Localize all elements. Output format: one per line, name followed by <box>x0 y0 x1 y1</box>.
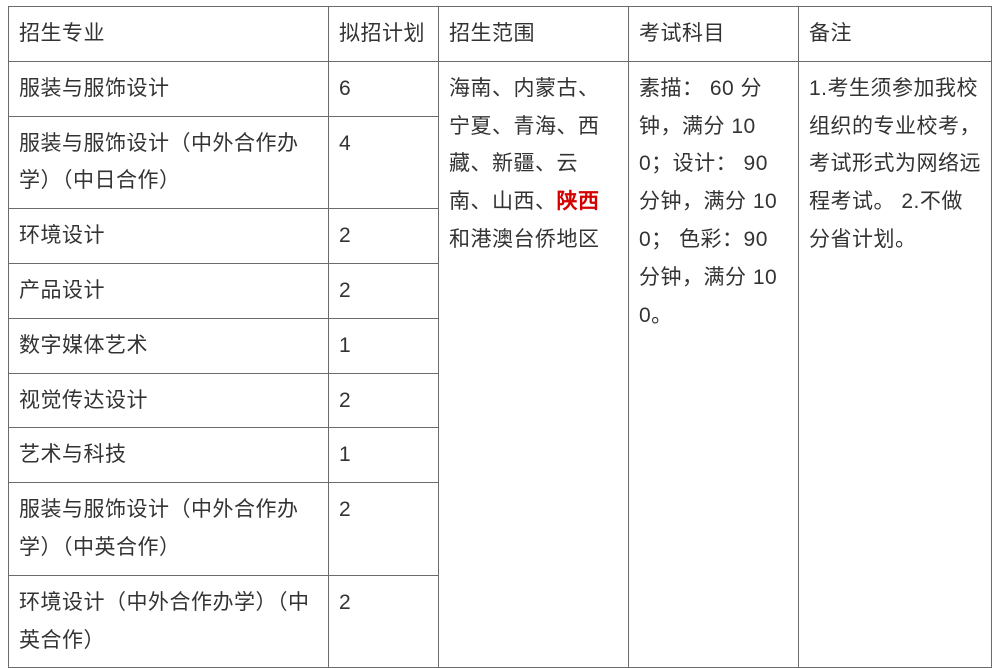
scope-text-post: 和港澳台侨地区 <box>449 228 600 251</box>
cell-plan: 2 <box>329 263 439 318</box>
cell-plan: 4 <box>329 116 439 209</box>
table-header-row: 招生专业 拟招计划 招生范围 考试科目 备注 <box>9 7 992 62</box>
header-major: 招生专业 <box>9 7 329 62</box>
cell-plan: 2 <box>329 483 439 576</box>
cell-exam: 素描： 60 分钟，满分 100；设计： 90 分钟，满分 100； 色彩：90… <box>629 61 799 668</box>
cell-scope: 海南、内蒙古、宁夏、青海、西藏、新疆、云南、山西、陕西和港澳台侨地区 <box>439 61 629 668</box>
cell-plan: 1 <box>329 318 439 373</box>
cell-major: 服装与服饰设计 <box>9 61 329 116</box>
cell-major: 环境设计 <box>9 209 329 264</box>
cell-major: 艺术与科技 <box>9 428 329 483</box>
page-root: 招生专业 拟招计划 招生范围 考试科目 备注 服装与服饰设计 6 海南、内蒙古、… <box>0 0 1000 654</box>
cell-major: 视觉传达设计 <box>9 373 329 428</box>
cell-major: 服装与服饰设计（中外合作办学）（中日合作） <box>9 116 329 209</box>
header-exam: 考试科目 <box>629 7 799 62</box>
cell-major: 服装与服饰设计（中外合作办学）（中英合作） <box>9 483 329 576</box>
header-note: 备注 <box>799 7 992 62</box>
cell-plan: 2 <box>329 373 439 428</box>
cell-major: 产品设计 <box>9 263 329 318</box>
cell-major: 数字媒体艺术 <box>9 318 329 373</box>
cell-plan: 1 <box>329 428 439 483</box>
scope-highlight: 陕西 <box>557 190 600 213</box>
cell-plan: 6 <box>329 61 439 116</box>
admissions-table: 招生专业 拟招计划 招生范围 考试科目 备注 服装与服饰设计 6 海南、内蒙古、… <box>8 6 992 668</box>
header-plan: 拟招计划 <box>329 7 439 62</box>
table-row: 服装与服饰设计 6 海南、内蒙古、宁夏、青海、西藏、新疆、云南、山西、陕西和港澳… <box>9 61 992 116</box>
cell-plan: 2 <box>329 209 439 264</box>
header-scope: 招生范围 <box>439 7 629 62</box>
cell-note: 1.考生须参加我校组织的专业校考，考试形式为网络远程考试。 2.不做分省计划。 <box>799 61 992 668</box>
